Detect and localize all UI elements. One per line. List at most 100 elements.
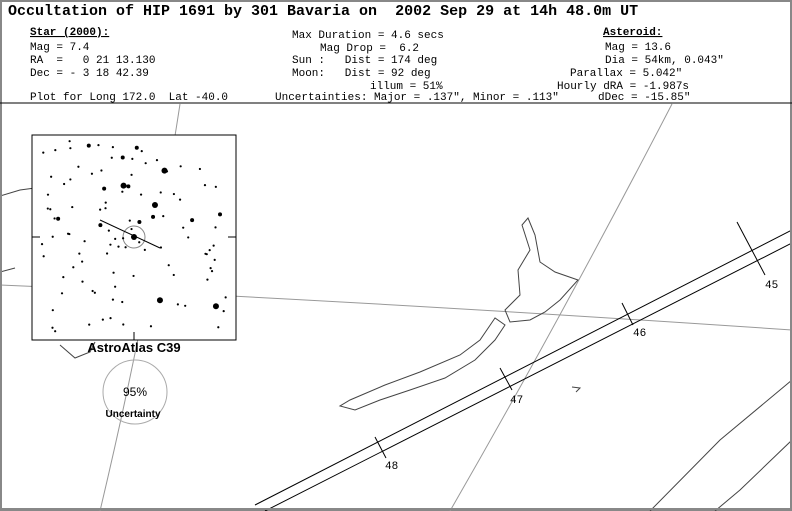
field-star (66, 232, 70, 235)
time-mark: 47 (510, 395, 523, 407)
field-star (88, 323, 91, 326)
field-star (149, 325, 153, 328)
field-star (81, 280, 84, 283)
field-star (182, 226, 185, 229)
target-star (131, 234, 137, 240)
field-star (54, 330, 57, 333)
field-star (120, 155, 125, 160)
field-star (212, 244, 215, 247)
field-star (130, 227, 133, 231)
field-star (121, 237, 125, 240)
field-star (68, 140, 71, 143)
field-star (105, 252, 109, 255)
uncertainty-ellipse (102, 359, 168, 425)
finder-chart (31, 134, 237, 341)
field-star (62, 276, 65, 279)
field-star (53, 217, 56, 220)
field-star (90, 172, 94, 175)
field-star (104, 207, 107, 210)
field-star (40, 243, 44, 246)
asteroid-line: Mag = 13.6 (605, 42, 671, 54)
field-star (97, 144, 100, 147)
header-bg (0, 0, 792, 103)
field-star (176, 303, 179, 306)
field-star (198, 167, 202, 171)
asteroid-line: Hourly dRA = -1.987s (557, 81, 689, 93)
field-star (206, 278, 209, 281)
field-star (83, 240, 86, 243)
field-star (121, 190, 124, 193)
field-star (46, 207, 49, 210)
asteroid-line: dDec = -15.85" (598, 92, 690, 104)
field-star (91, 289, 94, 293)
field-star (111, 146, 114, 149)
field-star (126, 184, 131, 189)
field-star (86, 143, 91, 148)
field-star (161, 167, 168, 174)
event-line: Mag Drop = 6.2 (320, 43, 419, 55)
field-star (69, 147, 72, 150)
event-line: illum = 51% (370, 81, 443, 93)
field-star (117, 245, 120, 248)
field-star (162, 215, 165, 218)
title: Occultation of HIP 1691 by 301 Bavaria o… (8, 3, 638, 20)
field-star (155, 158, 159, 162)
time-mark: 46 (633, 328, 646, 340)
field-star (60, 292, 64, 295)
field-star (114, 237, 117, 241)
event-line: Max Duration = 4.6 secs (292, 30, 444, 42)
field-star (204, 252, 207, 255)
field-star (130, 173, 133, 176)
field-star (100, 169, 103, 172)
star-heading: Star (2000): (30, 27, 109, 39)
field-star (72, 266, 75, 269)
asteroid-line: Dia = 54km, 0.043" (605, 55, 724, 67)
field-star (101, 318, 104, 321)
field-star (111, 298, 115, 301)
field-star (98, 223, 103, 228)
field-star (151, 202, 158, 209)
field-star (99, 208, 102, 211)
field-star (124, 246, 127, 249)
field-star (159, 191, 162, 194)
motion-line (99, 219, 161, 249)
field-star (172, 273, 175, 277)
finder-label: AstroAtlas C39 (87, 340, 180, 355)
field-star (144, 162, 147, 165)
field-star (51, 326, 54, 329)
field-star (49, 208, 52, 211)
field-star (172, 192, 175, 196)
field-star (190, 218, 195, 223)
field-star (78, 252, 81, 255)
star-line: RA = 0 21 13.130 (30, 55, 155, 67)
field-star (214, 226, 217, 229)
target-circle (122, 225, 146, 249)
field-star (138, 241, 141, 244)
field-star (210, 270, 214, 273)
field-star (151, 214, 156, 219)
field-star (71, 205, 74, 209)
field-star (208, 249, 211, 252)
field-star (131, 157, 134, 160)
field-star (222, 310, 225, 313)
field-star (139, 193, 143, 196)
field-star (102, 186, 107, 191)
field-star (42, 151, 45, 154)
uncertainty-label: Uncertainty (105, 409, 160, 420)
field-star (109, 317, 112, 320)
plot-location: Plot for Long 172.0 Lat -40.0 (30, 92, 228, 104)
field-star (156, 297, 163, 304)
event-line: Moon: Dist = 92 deg (292, 68, 431, 80)
field-star (167, 264, 170, 267)
time-mark: 45 (765, 280, 778, 292)
field-star (120, 182, 127, 189)
field-star (109, 243, 112, 246)
field-star (178, 198, 182, 201)
time-mark: 48 (385, 461, 398, 473)
field-star (104, 201, 107, 204)
field-star (114, 285, 117, 288)
field-star (51, 235, 54, 238)
field-star (179, 165, 182, 168)
